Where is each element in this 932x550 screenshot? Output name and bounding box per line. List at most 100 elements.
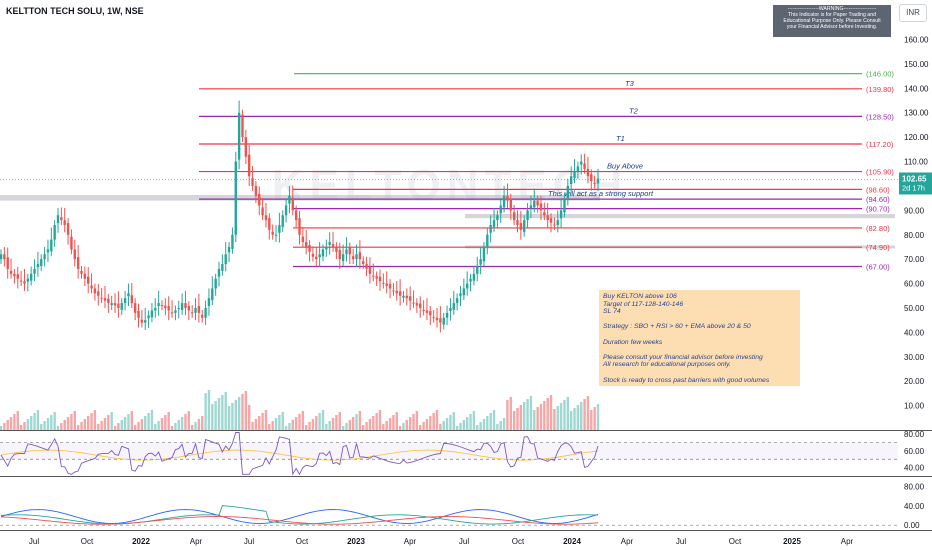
candle-body [576,166,580,172]
note-gap [603,331,796,339]
volume-bar [214,401,217,430]
candle-body [580,161,583,165]
rsi-tick-label: 60.00 [904,447,925,456]
volume-bar [46,418,50,430]
volume-bar [509,397,512,430]
candle-body [281,215,284,227]
volume-bar [569,411,573,430]
candle-body [429,310,432,316]
currency-button[interactable]: INR [899,4,927,22]
candle-body [385,283,388,287]
candle-body [546,215,549,221]
volume-bar [445,418,449,430]
candle-body [358,252,362,260]
candle-body [100,297,103,299]
candle-body [586,168,590,177]
candle-body [398,291,402,296]
volume-bar [60,423,63,430]
volume-bar [415,411,419,430]
candle-body [388,284,392,289]
volume-bar [305,425,308,430]
candle-body [73,249,76,260]
candle-body [221,264,224,271]
volume-bar [207,390,211,430]
price-tick-label: 40.00 [904,328,925,337]
candle-body [187,306,191,311]
volume-bar [9,417,13,430]
indicator-tick-label: 0.00 [904,521,920,530]
volume-bar [455,426,459,430]
candle-body [305,242,308,247]
volume-bar [543,401,546,430]
note-line: SL 74 [603,308,621,316]
time-tick-label: 2023 [347,537,365,546]
volume-bar [0,426,3,430]
volume-bar [90,413,93,430]
candle-body [465,283,469,289]
candle-body [284,205,288,216]
candle-body [365,264,368,269]
candle-body [177,307,180,309]
candle-body [170,312,174,314]
candle-body [298,218,301,235]
candle-body [573,171,576,179]
candle-body [157,303,160,307]
volume-bar [362,425,365,430]
volume-bar [348,420,352,430]
level-label: (90.70) [866,205,890,214]
volume-bar [331,418,335,430]
volume-bar [234,400,237,430]
volume-bar [268,424,271,430]
candle-body [492,220,496,227]
volume-bar [459,423,462,430]
candle-body [130,295,134,304]
volume-bar [294,417,298,430]
volume-bar [392,415,395,430]
candle-body [311,253,315,257]
candle-body [261,207,264,216]
level-label: (98.60) [866,185,890,194]
candle-body [459,293,462,297]
candle-body [63,220,66,225]
candle-body [509,198,512,211]
volume-bar [385,421,388,430]
price-tick-label: 160.00 [904,36,929,45]
rsi-tick-label: 80.00 [904,430,925,439]
candle-body [174,310,177,313]
volume-bar [33,413,36,430]
candle-body [355,254,358,260]
candle-body [241,114,244,138]
candle-body [144,320,147,323]
volume-bar [70,414,73,430]
volume-bar [590,410,593,430]
volume-bar [127,414,130,430]
level-name: T1 [616,134,625,143]
candle-body [375,276,378,279]
volume-bar [154,424,157,430]
candle-body [46,249,50,253]
candle-body [60,217,63,221]
price-tick-label: 150.00 [904,60,929,69]
candle-body [117,303,120,308]
candle-body [321,249,325,257]
level-label: (139.80) [866,85,894,94]
volume-bar [559,403,563,430]
candle-body [97,291,100,296]
volume-bar [328,421,331,430]
price-tick-label: 90.00 [904,206,925,215]
candle-body [113,303,117,306]
candle-body [452,303,455,310]
price-tick-label: 60.00 [904,280,925,289]
volume-bar [452,412,455,430]
candle-body [268,218,271,230]
volume-bar [3,423,6,430]
candle-body [120,303,123,310]
volume-bar [372,416,375,430]
volume-bar [335,415,338,430]
candle-body [80,270,83,274]
candle-body [402,295,405,298]
strategy-note: Buy KELTON above 106 Target of 117-128-1… [599,290,800,386]
volume-bar [378,410,382,430]
candle-body [197,306,201,313]
volume-bar [368,419,372,430]
